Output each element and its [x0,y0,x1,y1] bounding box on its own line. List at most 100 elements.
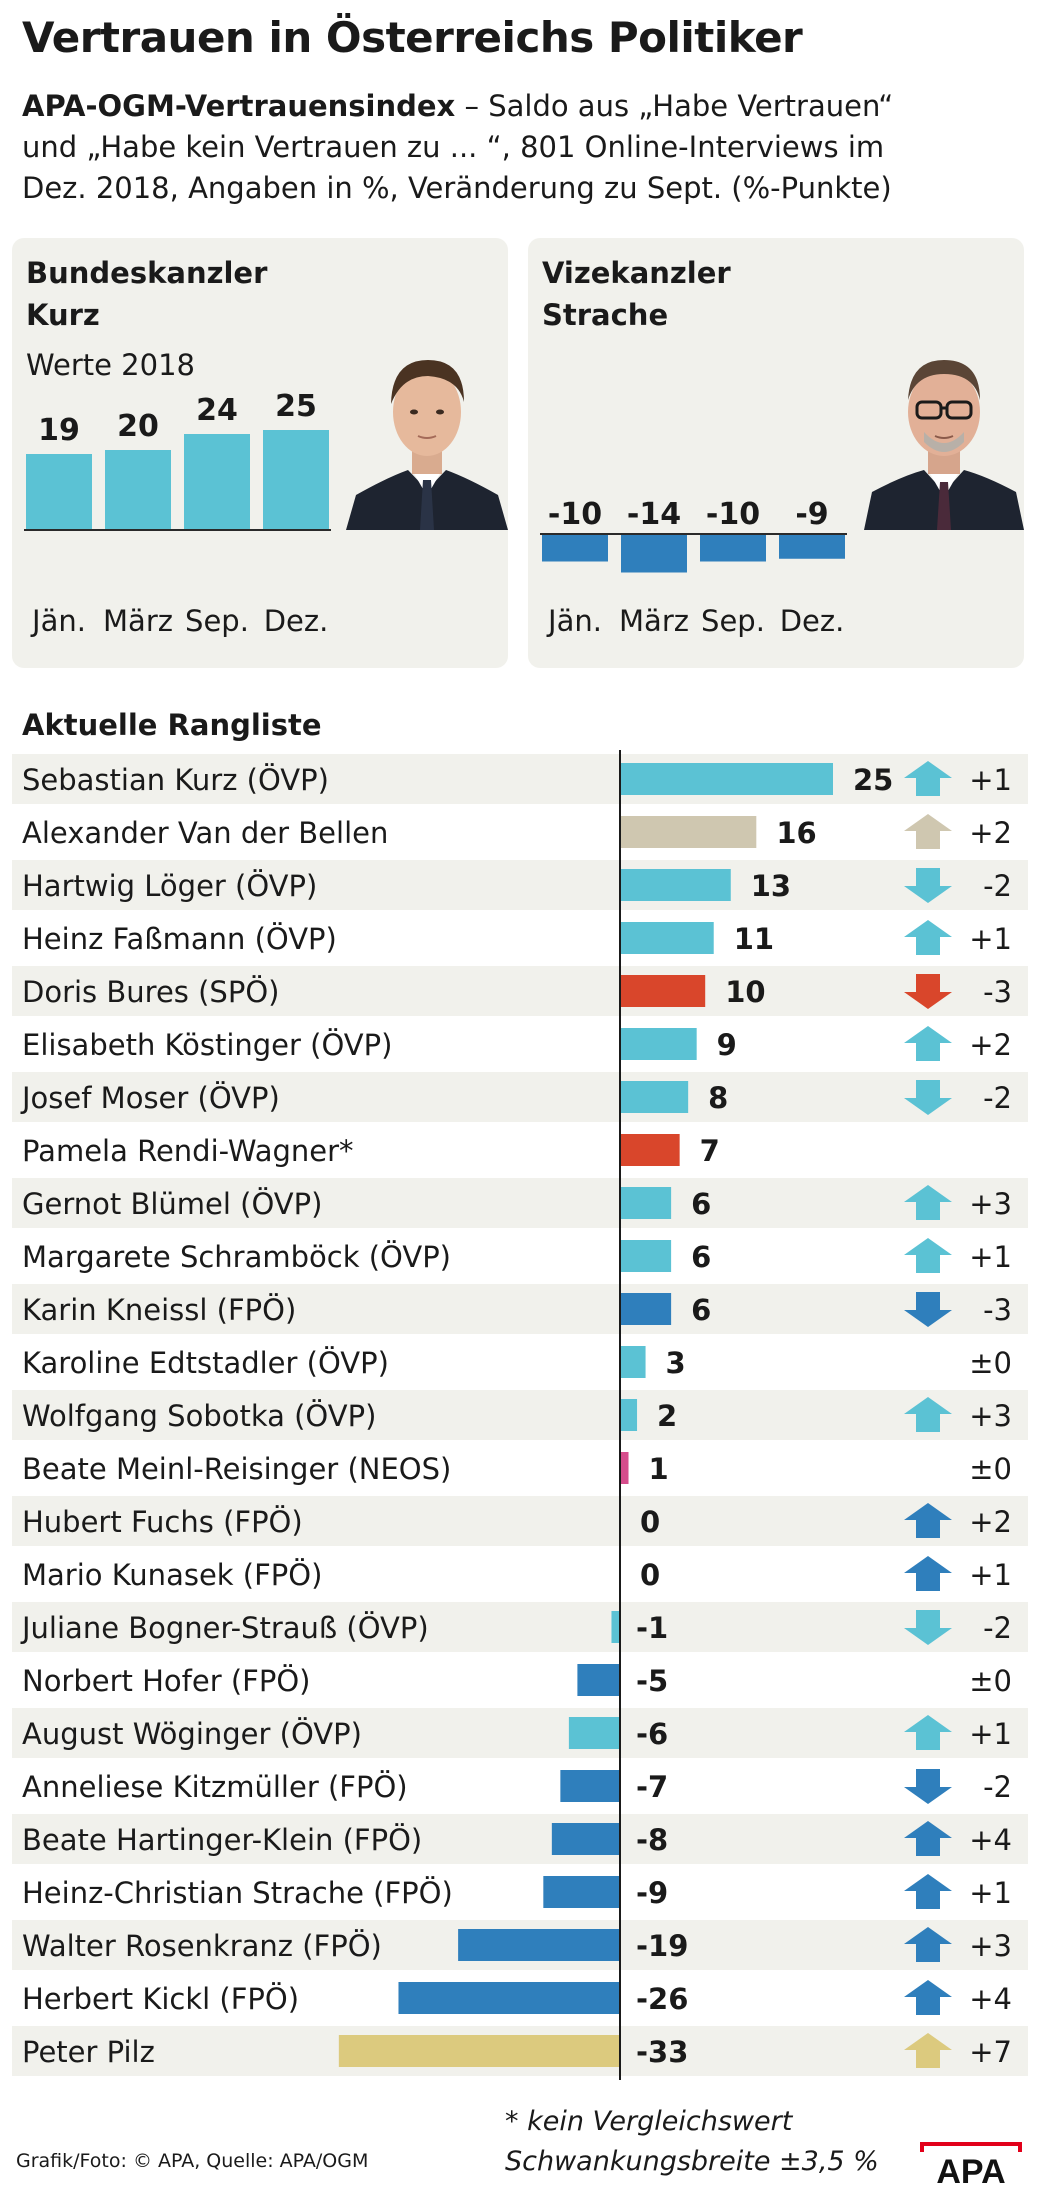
row-bar-17 [577,1664,620,1696]
row-arrow-up-icon-0 [904,761,952,796]
row-arrow-up-icon-18 [904,1715,952,1750]
row-arrow-down-icon-16 [904,1610,952,1645]
row-arrow-up-icon-12 [904,1397,952,1432]
panel-1-category-label-1: März [619,604,689,638]
row-value-23: -26 [636,1982,688,2016]
row-arrow-up-icon-24 [904,2033,952,2068]
row-change-8: +3 [969,1187,1012,1221]
row-bar-1 [620,816,757,848]
panel-0-bar-1 [105,450,171,530]
row-change-19: -2 [983,1770,1012,1804]
panel-0-bar-0 [26,454,92,530]
row-bar-9 [620,1240,672,1272]
row-bar-2 [620,869,731,901]
panel-1-bar-0 [542,534,608,562]
panel-0-bar-3 [263,430,329,530]
row-value-7: 7 [700,1134,720,1168]
panel-0-value-label-0: 19 [38,413,80,448]
row-name-2: Hartwig Löger (ÖVP) [22,869,317,903]
row-name-23: Herbert Kickl (FPÖ) [22,1982,299,2016]
subtitle-index-name: APA-OGM-Vertrauensindex [22,89,456,123]
row-name-9: Margarete Schramböck (ÖVP) [22,1240,451,1274]
panel-0-category-label-0: Jän. [30,604,86,638]
panel-strache-title-line2: Strache [542,298,669,332]
row-bar-5 [620,1028,697,1060]
panel-strache-title: Vizekanzler Strache [542,252,731,336]
row-arrow-down-icon-19 [904,1769,952,1804]
panel-1-bar-1 [621,534,687,573]
row-value-4: 10 [725,975,765,1009]
row-value-2: 13 [751,869,791,903]
row-band-2 [12,860,1028,910]
row-bar-21 [543,1876,620,1908]
row-name-12: Wolfgang Sobotka (ÖVP) [22,1399,376,1433]
row-arrow-up-icon-23 [904,1980,952,2015]
row-value-22: -19 [636,1929,688,1963]
row-value-5: 9 [717,1028,737,1062]
panel-1-category-label-3: Dez. [780,604,845,638]
row-value-15: 0 [640,1558,660,1592]
row-name-1: Alexander Van der Bellen [22,816,388,850]
row-name-7: Pamela Rendi-Wagner* [22,1134,354,1168]
kurz-portrait-image [346,360,508,530]
row-change-5: +2 [969,1028,1012,1062]
row-arrow-up-icon-5 [904,1026,952,1061]
row-change-15: +1 [969,1558,1012,1592]
subtitle-line2: und „Habe kein Vertrauen zu ... “, 801 O… [22,130,885,164]
row-change-11: ±0 [969,1346,1012,1380]
row-value-17: -5 [636,1664,668,1698]
panel-kurz-chart: 19 Jän. 20 März 24 Sep. 25 Dez. [24,389,331,638]
row-bar-18 [568,1717,620,1749]
panel-kurz-title: Bundeskanzler Kurz [26,252,267,336]
row-band-14 [12,1496,1028,1546]
panel-kurz-title-line1: Bundeskanzler [26,256,268,290]
row-bar-6 [620,1081,689,1113]
row-value-6: 8 [708,1081,728,1115]
row-name-21: Heinz-Christian Strache (FPÖ) [22,1876,453,1910]
row-bar-16 [611,1611,620,1643]
row-value-12: 2 [657,1399,677,1433]
panel-1-value-label-3: -9 [795,497,828,532]
panel-kurz-subtitle: Werte 2018 [26,348,195,382]
row-arrow-up-icon-20 [904,1821,952,1856]
panel-kurz: Bundeskanzler Kurz Werte 2018 19 Jän. 20 Mä… [12,238,508,668]
subtitle-line3: Dez. 2018, Angaben in %, Veränderung zu … [22,171,892,205]
row-name-5: Elisabeth Köstinger (ÖVP) [22,1028,392,1062]
row-change-0: +1 [969,763,1012,797]
row-name-18: August Wöginger (ÖVP) [22,1717,362,1751]
row-name-20: Beate Hartinger-Klein (FPÖ) [22,1823,422,1857]
panel-strache-title-line1: Vizekanzler [542,256,731,290]
row-bar-3 [620,922,714,954]
panel-0-value-label-2: 24 [196,393,238,428]
apa-logo: APA [920,2142,1022,2188]
row-value-11: 3 [666,1346,686,1380]
row-arrow-down-icon-10 [904,1292,952,1327]
row-value-13: 1 [649,1452,669,1486]
row-name-16: Juliane Bogner-Strauß (ÖVP) [20,1611,429,1645]
row-name-17: Norbert Hofer (FPÖ) [22,1664,311,1698]
row-arrow-up-icon-21 [904,1874,952,1909]
row-name-15: Mario Kunasek (FPÖ) [22,1558,322,1592]
row-change-4: -3 [983,975,1012,1009]
row-band-20 [12,1814,1028,1864]
row-name-4: Doris Bures (SPÖ) [22,975,279,1009]
row-band-16 [12,1602,1028,1652]
row-bar-24 [338,2035,620,2067]
row-change-24: +7 [969,2035,1012,2069]
row-value-1: 16 [776,816,816,850]
row-arrow-down-icon-6 [904,1080,952,1115]
panel-1-bar-2 [700,534,766,562]
row-band-0 [12,754,1028,804]
row-change-6: -2 [983,1081,1012,1115]
row-arrow-down-icon-2 [904,868,952,903]
row-band-8 [12,1178,1028,1228]
panel-strache: Vizekanzler Strache -10 Jän. -14 März -10 Sep… [528,238,1024,668]
row-name-14: Hubert Fuchs (FPÖ) [22,1505,303,1539]
row-change-13: ±0 [969,1452,1012,1486]
ranking-chart: Sebastian Kurz (ÖVP) 25 +1 Alexander Van de… [12,750,1028,2080]
row-name-13: Beate Meinl-Reisinger (NEOS) [22,1452,451,1486]
row-bar-20 [551,1823,620,1855]
row-change-16: -2 [983,1611,1012,1645]
ranking-title: Aktuelle Rangliste [22,708,322,742]
row-value-20: -8 [636,1823,668,1857]
